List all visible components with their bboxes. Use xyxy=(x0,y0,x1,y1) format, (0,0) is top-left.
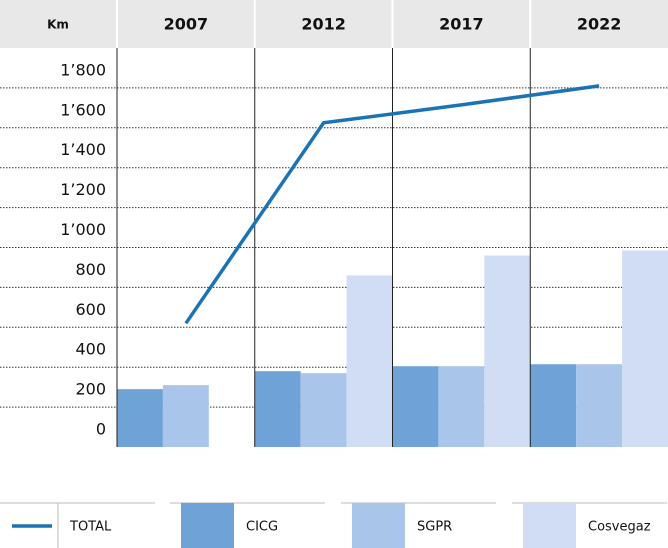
legend-label: TOTAL xyxy=(69,520,112,535)
y-tick-label: 400 xyxy=(75,340,106,359)
bar xyxy=(622,250,668,447)
bar xyxy=(392,366,439,447)
y-tick-label: 600 xyxy=(75,300,106,319)
y-tick-label: 1’400 xyxy=(60,140,106,159)
bar xyxy=(117,389,163,447)
y-tick-label: 800 xyxy=(75,260,106,279)
bar xyxy=(530,364,577,447)
x-tick-label: 2017 xyxy=(439,15,484,34)
y-tick-label: 1’200 xyxy=(60,180,106,199)
bar xyxy=(254,371,301,447)
legend-swatch xyxy=(352,503,405,548)
legend-swatch xyxy=(181,503,234,548)
bar xyxy=(346,275,393,447)
legend-label: CICG xyxy=(246,520,278,535)
y-tick-label: 1’800 xyxy=(60,60,106,79)
bar xyxy=(300,373,347,447)
x-tick-label: 2007 xyxy=(164,15,209,34)
bar xyxy=(484,255,531,447)
bar xyxy=(438,366,485,447)
x-tick-label: 2012 xyxy=(301,15,346,34)
header-background xyxy=(0,0,668,48)
legend-label: Cosvegaz xyxy=(588,520,651,535)
y-axis-label: Km xyxy=(47,18,69,32)
legend-label: SGPR xyxy=(417,520,452,535)
bar xyxy=(162,385,209,447)
legend-swatch xyxy=(523,503,576,548)
y-tick-label: 200 xyxy=(75,380,106,399)
y-tick-label: 1’000 xyxy=(60,220,106,239)
y-tick-label: 1’600 xyxy=(60,100,106,119)
y-tick-label: 0 xyxy=(96,420,106,439)
line xyxy=(184,84,600,325)
x-tick-label: 2022 xyxy=(577,15,622,34)
bar xyxy=(576,364,623,447)
